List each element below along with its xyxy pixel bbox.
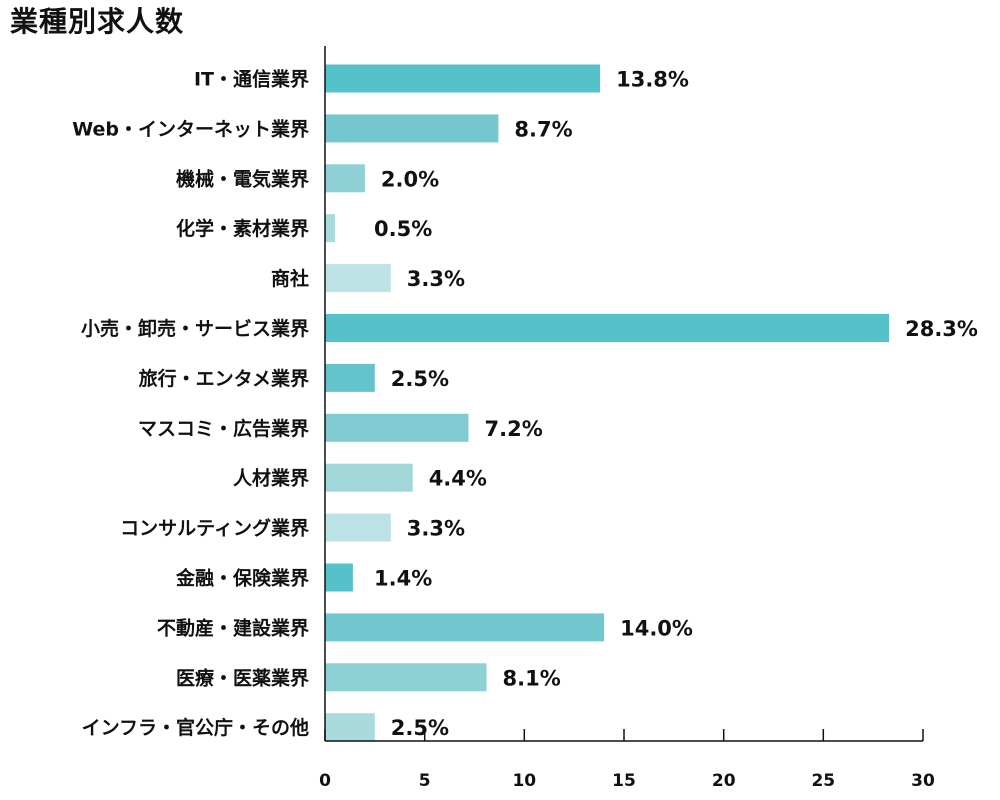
x-tick-label: 10 <box>512 771 536 791</box>
bar <box>325 264 391 293</box>
value-label: 4.4% <box>429 467 487 491</box>
value-label: 0.5% <box>374 217 432 241</box>
category-label: Web・インターネット業界 <box>72 117 309 140</box>
value-label: 7.2% <box>485 417 543 441</box>
category-label: 医療・医薬業界 <box>176 666 309 689</box>
bar <box>325 713 375 742</box>
bar <box>325 114 499 143</box>
value-label: 2.5% <box>391 716 449 740</box>
category-label: インフラ・官公庁・その他 <box>82 716 309 739</box>
value-label: 14.0% <box>620 616 693 640</box>
value-label: 8.7% <box>514 117 572 141</box>
x-tick-label: 20 <box>712 771 736 791</box>
category-label: 小売・卸売・サービス業界 <box>81 317 309 340</box>
category-label: 旅行・エンタメ業界 <box>139 367 309 390</box>
value-label: 28.3% <box>905 317 978 341</box>
x-tick-label: 25 <box>811 771 835 791</box>
x-tick-label: 30 <box>911 771 935 791</box>
value-label: 1.4% <box>374 567 432 591</box>
category-label: IT・通信業界 <box>194 68 309 91</box>
bar <box>325 513 391 542</box>
category-label: 機械・電気業界 <box>176 167 309 190</box>
x-tick-label: 15 <box>612 771 636 791</box>
value-label: 2.0% <box>381 167 439 191</box>
bar <box>325 363 375 392</box>
bar <box>325 164 365 193</box>
value-label: 3.3% <box>407 517 465 541</box>
value-label: 8.1% <box>503 666 561 690</box>
bar <box>325 613 605 642</box>
chart-title: 業種別求人数 <box>10 5 185 38</box>
category-label: コンサルティング業界 <box>120 517 309 540</box>
value-label: 2.5% <box>391 367 449 391</box>
category-label: 金融・保険業界 <box>175 567 309 590</box>
category-label: 不動産・建設業界 <box>157 616 309 639</box>
bar <box>325 214 335 243</box>
category-label: マスコミ・広告業界 <box>138 417 309 440</box>
value-label: 3.3% <box>407 267 465 291</box>
category-label: 商社 <box>271 267 309 290</box>
bar <box>325 64 601 93</box>
category-label: 人材業界 <box>233 467 309 490</box>
x-tick-label: 0 <box>319 771 331 791</box>
bar <box>325 413 469 442</box>
bar <box>325 314 890 342</box>
bar <box>325 663 487 692</box>
category-label: 化学・素材業界 <box>176 217 309 240</box>
bar <box>325 563 353 592</box>
bar <box>325 463 413 492</box>
x-tick-label: 5 <box>419 771 431 791</box>
value-label: 13.8% <box>616 68 689 92</box>
